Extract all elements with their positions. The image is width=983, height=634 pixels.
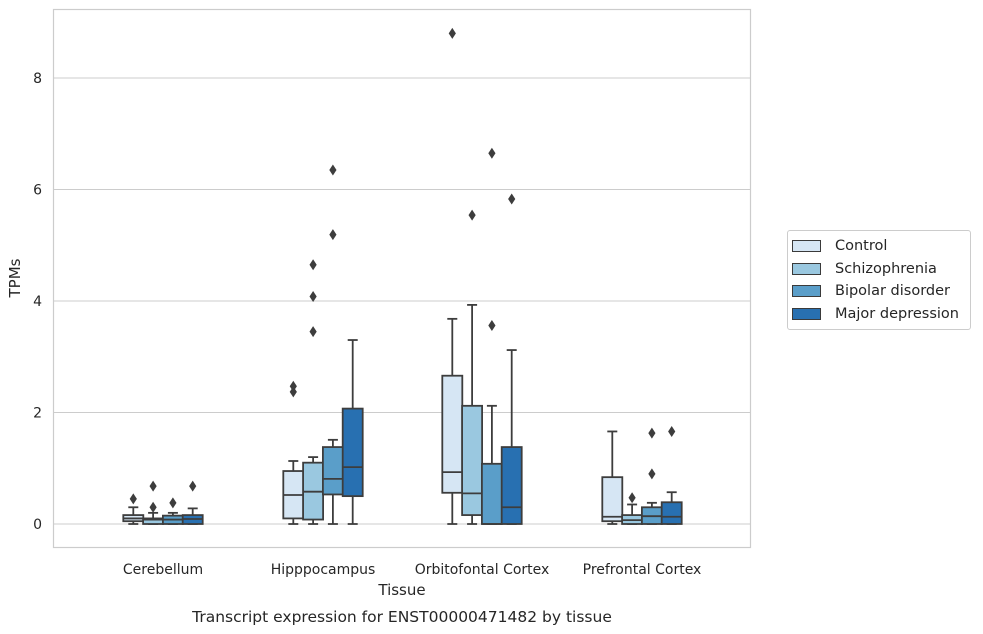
x-tick-label: Prefrontal Cortex xyxy=(583,562,702,578)
outlier-point xyxy=(129,493,137,505)
box-group xyxy=(601,430,624,525)
y-tick-label: 0 xyxy=(33,517,42,533)
box xyxy=(441,374,464,494)
outlier-point xyxy=(448,27,456,39)
x-tick-label: Orbitofontal Cortex xyxy=(415,562,550,578)
legend-label: Schizophrenia xyxy=(835,260,937,277)
box-group xyxy=(500,193,523,525)
ticks-layer: 0 2 4 6 8 Cerebellum Hipppocampus Orbitofontal … xyxy=(33,71,701,578)
legend-label: Control xyxy=(835,238,888,255)
legend: Control Schizophrenia Bipolar disorder Majo… xyxy=(787,230,971,330)
legend-item: Major depression xyxy=(788,303,970,326)
legend-swatch xyxy=(792,285,821,298)
outlier-point xyxy=(488,147,496,159)
box-group xyxy=(122,493,145,525)
box xyxy=(601,476,624,523)
box-group xyxy=(161,497,184,525)
box xyxy=(341,407,364,498)
outlier-point xyxy=(149,501,157,513)
outlier-point xyxy=(628,492,636,504)
outlier-point xyxy=(309,259,317,271)
outlier-point xyxy=(309,291,317,303)
x-tick-label: Hipppocampus xyxy=(271,562,376,578)
box-group xyxy=(441,27,464,525)
y-tick-label: 2 xyxy=(33,406,42,422)
chart-caption: Transcript expression for ENST0000047148… xyxy=(191,608,612,626)
outlier-point xyxy=(189,480,197,492)
legend-swatch xyxy=(792,240,821,253)
outlier-point xyxy=(329,164,337,176)
box-group xyxy=(302,259,325,525)
box-group xyxy=(142,480,165,525)
outlier-point xyxy=(648,427,656,439)
y-tick-label: 8 xyxy=(33,71,42,87)
legend-swatch xyxy=(792,262,821,275)
outlier-point xyxy=(468,209,476,221)
outlier-point xyxy=(668,425,676,437)
box-group xyxy=(641,427,663,525)
outlier-point xyxy=(648,468,656,480)
plot-frame xyxy=(52,8,752,549)
outlier-point xyxy=(169,497,177,509)
box-group xyxy=(181,480,204,525)
box-group xyxy=(461,209,484,525)
box-group xyxy=(621,492,643,525)
box xyxy=(480,462,503,525)
x-axis-title: Tissue xyxy=(377,581,425,599)
x-tick-label: Cerebellum xyxy=(123,562,203,578)
box xyxy=(461,404,484,516)
outlier-point xyxy=(488,320,496,332)
legend-item: Control xyxy=(788,235,970,258)
grid-layer xyxy=(53,77,751,525)
y-tick-label: 4 xyxy=(33,294,42,310)
box-group xyxy=(321,164,344,525)
legend-item: Bipolar disorder xyxy=(788,280,970,303)
box-group xyxy=(341,339,364,525)
y-axis-title: TPMs xyxy=(6,258,24,298)
outlier-point xyxy=(309,326,317,338)
legend-label: Bipolar disorder xyxy=(835,283,950,300)
box-group xyxy=(282,380,305,525)
outlier-point xyxy=(508,193,516,205)
box xyxy=(321,446,344,496)
legend-item: Schizophrenia xyxy=(788,258,970,281)
y-tick-label: 6 xyxy=(33,183,42,199)
outlier-point xyxy=(289,386,297,398)
box-group xyxy=(480,147,503,525)
box xyxy=(660,501,683,525)
box xyxy=(500,446,523,525)
outlier-point xyxy=(289,380,297,392)
legend-label: Major depression xyxy=(835,305,959,322)
box-group xyxy=(660,425,683,525)
outlier-point xyxy=(329,229,337,241)
legend-swatch xyxy=(792,307,821,320)
outlier-point xyxy=(149,480,157,492)
boxes-layer xyxy=(122,27,683,525)
